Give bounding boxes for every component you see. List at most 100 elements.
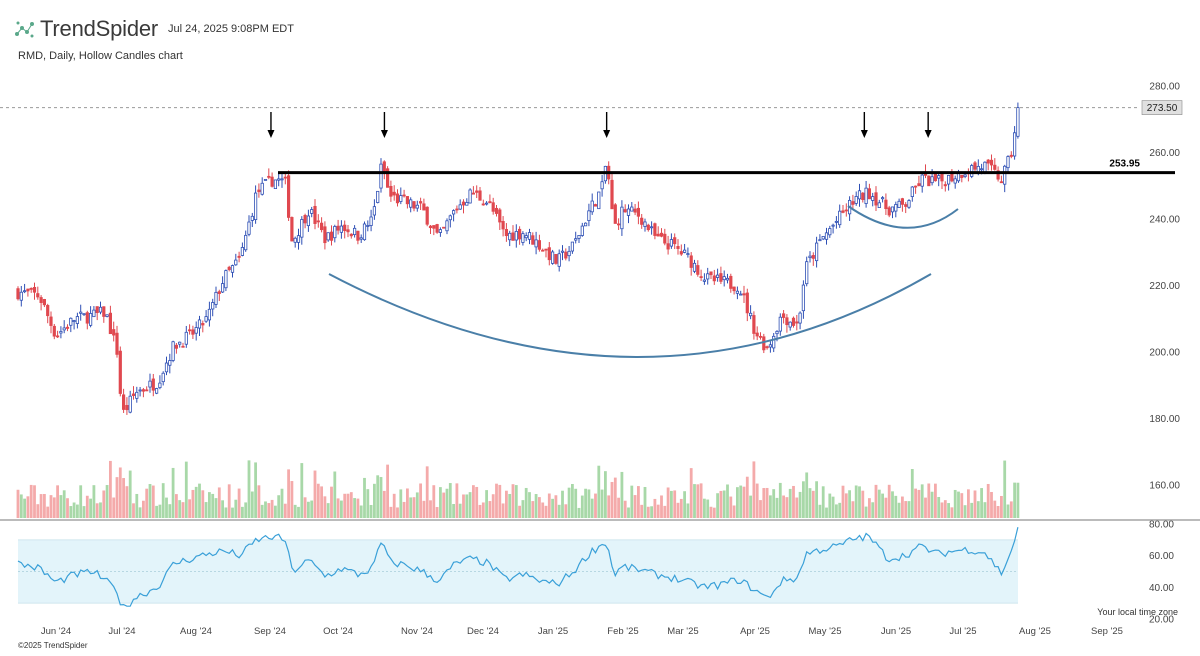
candle-body [280, 178, 284, 181]
candle-body [943, 184, 947, 187]
candle-body [372, 206, 377, 216]
volume-bar [607, 495, 611, 518]
candle-body [683, 249, 687, 253]
candle-body [620, 206, 624, 230]
candle-body [29, 287, 33, 290]
rsi-tick-label: 60.00 [1149, 551, 1174, 562]
volume-bar [818, 504, 822, 518]
volume-bar [161, 483, 165, 518]
candle-body [458, 204, 462, 210]
volume-bar [907, 501, 911, 518]
volume-bar [613, 477, 617, 518]
volume-bar [831, 496, 835, 518]
volume-bar [389, 506, 393, 518]
candle-body [752, 315, 756, 334]
candle-body [1013, 132, 1017, 157]
candle-body [828, 228, 832, 236]
volume-bar [666, 487, 670, 518]
candle-body [758, 335, 763, 338]
candle-body [600, 181, 604, 190]
volume-bar [920, 484, 924, 518]
x-tick-label: Oct '24 [323, 626, 353, 637]
candle-body [719, 273, 723, 282]
candle-body [735, 290, 740, 294]
volume-bar [673, 490, 677, 518]
volume-bar [425, 466, 429, 518]
volume-bar [178, 500, 182, 518]
candle-body [316, 220, 320, 223]
candle-body [376, 190, 380, 203]
volume-bar [432, 485, 436, 518]
volume-bar [630, 485, 634, 518]
candle-body [333, 226, 337, 239]
volume-bar [128, 470, 132, 518]
candle-body [686, 253, 690, 255]
volume-bar [554, 495, 558, 518]
candle-body [613, 204, 617, 224]
candle-body [514, 231, 518, 241]
volume-bar [745, 476, 749, 518]
volume-bar [722, 490, 726, 518]
candle-body [39, 297, 43, 303]
candle-body [267, 175, 271, 178]
candle-body [587, 210, 591, 222]
candle-body [669, 239, 674, 247]
volume-bar [712, 507, 716, 518]
candle-body [122, 394, 126, 410]
candle-body [211, 302, 215, 310]
candle-body [171, 341, 175, 361]
volume-bar [208, 492, 211, 518]
volume-bar [217, 487, 221, 518]
candle-body [69, 317, 73, 326]
candle-body [359, 237, 363, 240]
candle-body [953, 178, 957, 184]
candle-body [699, 276, 703, 279]
volume-bar [993, 500, 997, 518]
volume-bar [617, 497, 620, 518]
candle-body [610, 179, 614, 210]
volume-bar [736, 487, 739, 518]
x-tick-label: Aug '24 [180, 626, 212, 637]
candle-body [313, 205, 317, 224]
candle-body [422, 203, 426, 211]
volume-bar [56, 485, 59, 518]
volume-bar [910, 469, 914, 518]
volume-bar [274, 505, 277, 518]
volume-bar [19, 494, 23, 518]
candle-body [488, 201, 492, 204]
candle-body [465, 202, 469, 206]
volume-bar [798, 491, 802, 518]
volume-bar [544, 505, 548, 518]
x-tick-label: Jul '24 [108, 626, 135, 637]
candle-body [187, 329, 192, 332]
volume-bar [89, 498, 92, 518]
down-arrow-icon [924, 130, 932, 138]
candle-body [346, 229, 350, 233]
volume-bar [227, 484, 231, 518]
volume-bar [897, 502, 901, 518]
last-price-badge [1141, 100, 1183, 115]
candle-body [854, 196, 858, 204]
candle-body [475, 190, 479, 193]
volume-bar [752, 461, 756, 518]
volume-bar [653, 498, 657, 518]
candle-body [481, 203, 485, 206]
candle-body [98, 306, 103, 313]
candle-body [659, 232, 664, 237]
volume-bar [43, 493, 46, 518]
volume-bar [142, 500, 145, 518]
volume-bar [861, 490, 865, 518]
volume-bar [775, 497, 779, 518]
volume-bar [125, 486, 129, 518]
candle-body [356, 230, 360, 241]
candle-body [174, 344, 178, 349]
volume-bar [343, 493, 347, 518]
candle-body [940, 173, 944, 182]
volume-bar [132, 503, 135, 518]
volume-bar [382, 490, 386, 518]
candle-body [230, 265, 235, 273]
candle-body [283, 176, 287, 179]
volume-bar [620, 471, 624, 518]
candle-body [646, 224, 650, 231]
